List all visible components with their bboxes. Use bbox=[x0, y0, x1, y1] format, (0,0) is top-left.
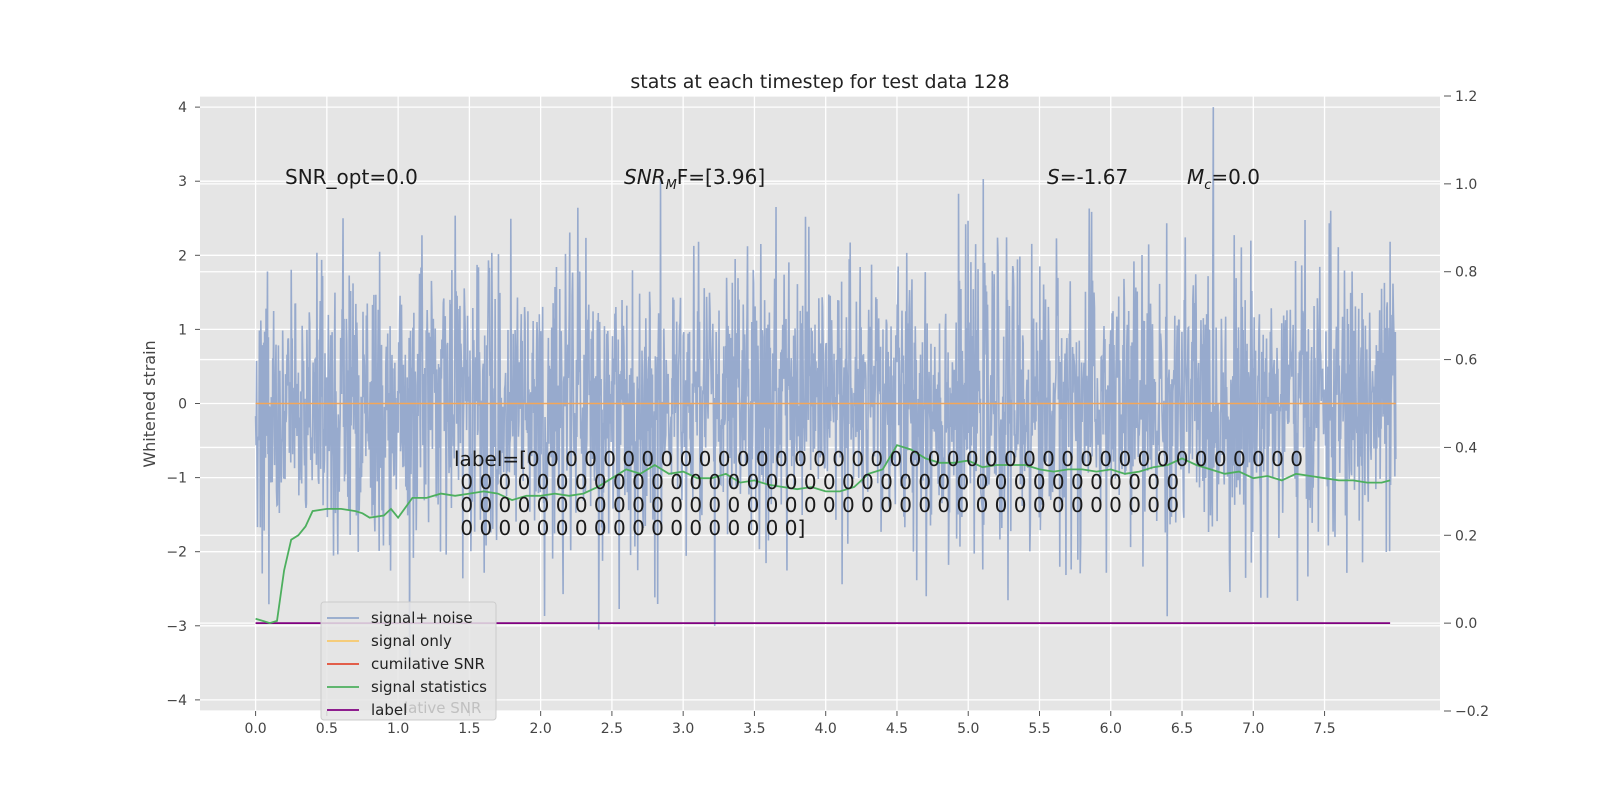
y2-tick-label: 0.4 bbox=[1455, 440, 1477, 456]
x-tick-label: 4.5 bbox=[886, 721, 908, 737]
s-symbol: S bbox=[1047, 165, 1060, 189]
annotations: SNR_opt=0.0 SNRMF=[3.96] S=-1.67 Mc=0.0 … bbox=[285, 165, 1303, 540]
legend-label: cumilative SNR bbox=[371, 655, 485, 673]
legend: lative SNR signal+ noise signal only cumil… bbox=[320, 601, 497, 721]
y2-tick-label: 1.2 bbox=[1455, 89, 1477, 105]
x-tick-label: 5.0 bbox=[957, 721, 979, 737]
y2-tick-label: 0.6 bbox=[1455, 353, 1477, 369]
x-tick-label: 7.0 bbox=[1242, 721, 1264, 737]
y2-tick-label: 0.0 bbox=[1455, 616, 1477, 632]
y-tick-label: 2 bbox=[178, 248, 187, 264]
legend-label: signal statistics bbox=[371, 678, 487, 696]
x-tick-label: 6.0 bbox=[1100, 721, 1122, 737]
mc-symbol: M bbox=[1187, 165, 1204, 189]
chart-title: stats at each timestep for test data 128 bbox=[630, 71, 1009, 93]
y-tick-label: −3 bbox=[166, 619, 187, 635]
snr-mf-prefix: SNR bbox=[624, 165, 666, 189]
x-tick-label: 4.0 bbox=[815, 721, 837, 737]
label-line-3: 0 0 0 0 0 0 0 0 0 0 0 0 0 0 0 0 0 0 0 0 … bbox=[454, 493, 1179, 517]
y-tick-label: 4 bbox=[178, 100, 187, 116]
x-tick-label: 7.5 bbox=[1313, 721, 1335, 737]
x-tick-label: 2.0 bbox=[530, 721, 552, 737]
label-line-4: 0 0 0 0 0 0 0 0 0 0 0 0 0 0 0 0 0 0] bbox=[454, 516, 805, 540]
y-tick-label: 0 bbox=[178, 397, 187, 413]
x-tick-label: 0.5 bbox=[316, 721, 338, 737]
y2-tick-label: 0.2 bbox=[1455, 528, 1477, 544]
mc-annotation: Mc=0.0 bbox=[1187, 165, 1260, 193]
label-line-1: label=[0 0 0 0 0 0 0 0 0 0 0 0 0 0 0 0 0… bbox=[454, 447, 1303, 471]
x-tick-label: 1.0 bbox=[387, 721, 409, 737]
y-tick-label: 1 bbox=[178, 322, 187, 338]
legend-label: label bbox=[371, 701, 407, 719]
x-tick-label: 2.5 bbox=[601, 721, 623, 737]
x-tick-label: 3.0 bbox=[672, 721, 694, 737]
y2-tick-label: −0.2 bbox=[1455, 704, 1489, 720]
x-tick-label: 3.5 bbox=[743, 721, 765, 737]
y-tick-label: 3 bbox=[178, 174, 187, 190]
legend-label: signal only bbox=[371, 632, 452, 650]
y-tick-label: −4 bbox=[166, 693, 187, 709]
s-annotation: S=-1.67 bbox=[1047, 165, 1128, 189]
y-axis-label: Whitened strain bbox=[140, 340, 159, 467]
snr-mf-suffix: F=[3.96] bbox=[677, 165, 765, 189]
snr-mf-sub: M bbox=[666, 178, 677, 193]
legend-overlap-text: lative SNR bbox=[404, 699, 481, 717]
x-tick-label: 1.5 bbox=[458, 721, 480, 737]
snr-mf-annotation: SNRMF=[3.96] bbox=[624, 165, 765, 193]
signal-statistics-line bbox=[255, 444, 1391, 625]
label-annotation: label=[0 0 0 0 0 0 0 0 0 0 0 0 0 0 0 0 0… bbox=[454, 447, 1303, 540]
signal-noise-series bbox=[254, 107, 1397, 661]
mc-sub: c bbox=[1204, 178, 1211, 193]
s-value: =-1.67 bbox=[1060, 165, 1129, 189]
axes: 0.0 0.5 1.0 1.5 2.0 2.5 3.0 3.5 4.0 4.5 5.0 5.5 6.0 6… bbox=[166, 89, 1489, 737]
y2-tick-label: 1.0 bbox=[1455, 177, 1477, 193]
signal-noise-line bbox=[254, 107, 1397, 661]
x-tick-label: 0.0 bbox=[244, 721, 266, 737]
y-tick-label: −2 bbox=[166, 545, 187, 561]
legend-label: signal+ noise bbox=[371, 609, 473, 627]
label-line-2: 0 0 0 0 0 0 0 0 0 0 0 0 0 0 0 0 0 0 0 0 … bbox=[454, 470, 1179, 494]
snr-opt-annotation: SNR_opt=0.0 bbox=[285, 165, 418, 189]
y2-tick-label: 0.8 bbox=[1455, 265, 1477, 281]
mc-value: =0.0 bbox=[1211, 165, 1260, 189]
x-tick-label: 6.5 bbox=[1171, 721, 1193, 737]
legend-items: signal+ noise signal only cumilative SNR si… bbox=[327, 609, 487, 719]
x-tick-label: 5.5 bbox=[1028, 721, 1050, 737]
y-tick-label: −1 bbox=[166, 471, 187, 487]
legend-box bbox=[320, 601, 497, 721]
